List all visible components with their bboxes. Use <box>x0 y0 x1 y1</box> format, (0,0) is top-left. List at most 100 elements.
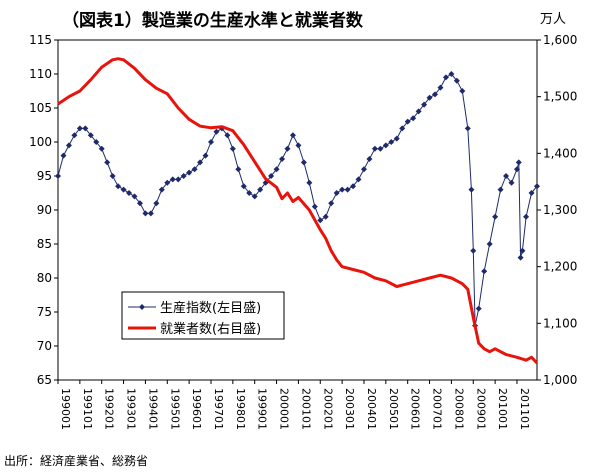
production-index-point <box>197 159 204 166</box>
production-index-point <box>180 173 187 179</box>
production-index-point <box>104 159 111 166</box>
production-index-point <box>344 186 351 193</box>
chart-title: （図表1）製造業の生産水準と就業者数 <box>62 11 363 31</box>
production-index-point <box>366 156 373 162</box>
production-index-point <box>153 200 160 207</box>
production-index-point <box>371 145 378 152</box>
production-index-point <box>147 210 154 217</box>
legend-marker-production <box>139 304 145 310</box>
x-tick-label: 200801 <box>452 388 465 430</box>
left-tick-label: 75 <box>37 305 52 319</box>
right-tick-label: 1,400 <box>543 146 577 160</box>
production-index-point <box>268 173 275 179</box>
left-tick-label: 80 <box>37 271 52 285</box>
production-index-point <box>295 142 302 149</box>
production-index-point <box>399 125 406 132</box>
left-tick-label: 95 <box>37 169 52 183</box>
x-tick-label: 199101 <box>81 388 94 430</box>
production-index-point <box>136 200 143 207</box>
left-tick-label: 110 <box>29 67 52 81</box>
production-index-point <box>246 190 253 196</box>
production-index-point <box>339 186 346 193</box>
production-index-point <box>470 247 477 254</box>
production-index-point <box>388 139 395 145</box>
production-index-point <box>175 176 182 183</box>
production-index-point <box>71 132 78 139</box>
production-index-point <box>213 128 220 135</box>
production-index-point <box>350 183 357 190</box>
production-index-point <box>98 145 105 152</box>
production-index-point <box>475 305 482 312</box>
left-tick-label: 90 <box>37 203 52 217</box>
source-note: 出所：経済産業省、総務省 <box>4 454 149 468</box>
production-index-point <box>486 241 493 247</box>
left-tick-label: 100 <box>29 135 52 149</box>
production-index-point <box>279 156 286 162</box>
left-tick-label: 70 <box>37 339 52 353</box>
production-index-point <box>109 173 116 179</box>
production-index-point <box>415 108 422 115</box>
production-index-point <box>251 193 258 200</box>
production-index-point <box>468 186 475 193</box>
employment-line <box>57 57 539 365</box>
x-tick-label: 199501 <box>168 388 181 430</box>
production-index-point <box>492 213 499 220</box>
production-index-point <box>115 183 122 190</box>
production-index-point <box>306 179 313 186</box>
legend: 生産指数(左目盛) 就業者数(右目盛) <box>121 291 285 340</box>
right-tick-label: 1,100 <box>543 316 577 330</box>
production-index-point <box>224 132 231 139</box>
production-index-point <box>404 118 411 125</box>
x-tick-label: 199401 <box>146 388 159 430</box>
production-index-point <box>519 247 526 254</box>
x-tick-label: 199701 <box>212 388 225 430</box>
production-index-point <box>448 71 455 77</box>
production-index-point <box>300 159 307 166</box>
production-index-point <box>503 173 510 179</box>
production-index-point <box>93 139 100 145</box>
production-index-point <box>528 190 535 196</box>
production-index-point <box>257 186 264 193</box>
right-tick-label: 1,000 <box>543 373 577 387</box>
x-tick-label: 200901 <box>474 388 487 430</box>
legend-label-production: 生産指数(左目盛) <box>160 300 261 316</box>
production-index-point <box>284 145 291 152</box>
x-tick-label: 201101 <box>518 388 531 430</box>
production-index-point <box>328 200 335 207</box>
production-index-point <box>186 169 193 176</box>
right-tick-label: 1,600 <box>543 33 577 47</box>
production-index-point <box>273 166 280 173</box>
production-index-point <box>377 145 384 152</box>
production-index-point <box>517 254 524 261</box>
production-index-point <box>317 217 324 224</box>
production-index-point <box>459 88 466 94</box>
x-tick-label: 200301 <box>343 388 356 430</box>
x-tick-label: 200101 <box>299 388 312 430</box>
production-index-point <box>240 183 247 190</box>
production-index-point <box>87 132 94 139</box>
production-index-point <box>523 213 530 220</box>
production-index-point <box>355 176 362 183</box>
x-tick-label: 199601 <box>190 388 203 430</box>
right-tick-label: 1,300 <box>543 203 577 217</box>
left-tick-label: 85 <box>37 237 52 251</box>
x-tick-label: 200001 <box>278 388 291 430</box>
production-index-point <box>207 139 214 145</box>
production-index-point <box>464 125 471 132</box>
left-tick-label: 115 <box>29 33 52 47</box>
production-index-point <box>158 186 165 193</box>
production-index-point <box>191 166 198 173</box>
x-tick-label: 201001 <box>496 388 509 430</box>
x-tick-label: 199301 <box>125 388 138 430</box>
right-tick-label: 1,500 <box>543 90 577 104</box>
production-index-point <box>513 166 520 173</box>
production-index-point <box>202 152 209 159</box>
production-index-point <box>508 179 515 186</box>
production-index-point <box>360 166 367 173</box>
production-index-point <box>410 115 417 122</box>
production-index-point <box>453 77 460 84</box>
production-index-point <box>481 268 488 275</box>
production-index-point <box>393 135 400 142</box>
x-tick-label: 200701 <box>431 388 444 430</box>
